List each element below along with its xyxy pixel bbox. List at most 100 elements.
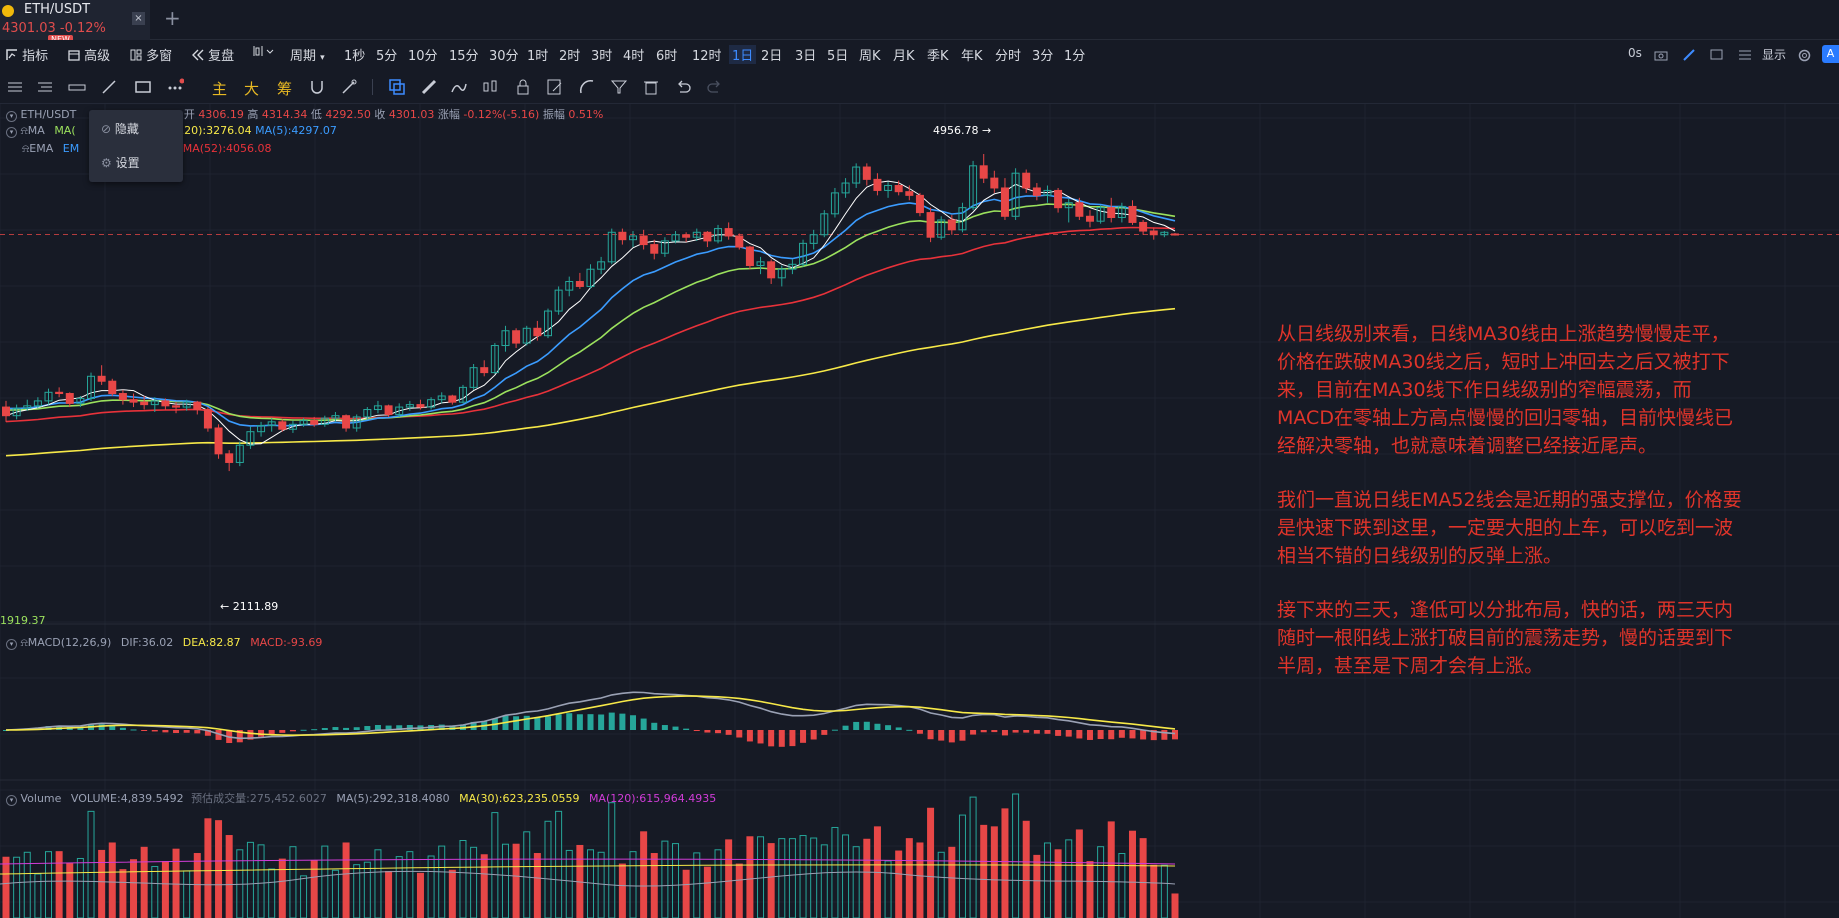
macd-bar — [948, 730, 955, 743]
collapse-icon[interactable]: ▾ — [6, 127, 17, 138]
macd-bar — [1150, 730, 1157, 741]
interval-14[interactable]: 5日 — [827, 49, 849, 64]
interval-11[interactable]: 1日 — [729, 45, 757, 64]
bell-icon[interactable]: ⍾ — [22, 142, 30, 155]
collapse-icon[interactable]: ▾ — [6, 795, 17, 806]
interval-15[interactable]: 周K — [859, 49, 881, 64]
display-button[interactable]: 显示 — [1762, 48, 1787, 62]
interval-3[interactable]: 15分 — [449, 49, 479, 64]
gear-icon[interactable] — [1798, 49, 1811, 62]
trash-icon[interactable] — [642, 78, 660, 96]
draw-pen-icon[interactable] — [450, 78, 468, 96]
macd-bar — [438, 724, 445, 730]
camera-icon[interactable] — [1654, 49, 1668, 61]
advanced-button[interactable]: 高级 — [68, 45, 110, 64]
period-dropdown[interactable]: 周期 ▾ — [290, 49, 325, 64]
macd-bar — [343, 727, 350, 730]
interval-4[interactable]: 30分 — [489, 49, 519, 64]
volume-bar — [703, 866, 711, 918]
candle-body — [363, 409, 372, 418]
interval-21[interactable]: 1分 — [1064, 49, 1086, 64]
ruler-icon[interactable] — [68, 78, 86, 96]
indicators-button[interactable]: 指标 — [6, 45, 48, 64]
magnet-icon[interactable] — [308, 78, 326, 96]
interval-16[interactable]: 月K — [893, 49, 915, 64]
candle-body — [140, 401, 149, 406]
candle-body — [161, 400, 170, 407]
brush-icon[interactable] — [340, 78, 358, 96]
symbol-tab[interactable]: ETH/USDT 4301.03 -0.12% NEW × — [0, 0, 150, 44]
chart-type-button[interactable] — [252, 45, 274, 60]
trendline-icon[interactable] — [100, 78, 118, 96]
settings-menu-item[interactable]: ⚙ 设置 — [101, 156, 140, 170]
chip-indicator-button[interactable]: 筹 — [277, 80, 293, 98]
candle-body — [1107, 207, 1116, 219]
undo-icon[interactable] — [674, 78, 692, 96]
bar-pattern-icon[interactable] — [482, 78, 500, 96]
window-icon[interactable] — [1710, 49, 1724, 61]
interval-13[interactable]: 3日 — [795, 49, 817, 64]
interval-18[interactable]: 年K — [961, 49, 983, 64]
collapse-icon[interactable]: ▾ — [6, 639, 17, 650]
interval-9[interactable]: 6时 — [656, 49, 678, 64]
bell-icon[interactable]: ⍾ — [20, 124, 28, 137]
list-icon[interactable] — [1738, 49, 1752, 61]
interval-10[interactable]: 12时 — [692, 49, 722, 64]
macd-bar — [693, 730, 700, 731]
interval-1[interactable]: 5分 — [376, 49, 398, 64]
redo-icon[interactable] — [706, 78, 724, 96]
rectangle-icon[interactable] — [134, 78, 152, 96]
big-indicator-button[interactable]: 大 — [244, 80, 260, 98]
interval-2[interactable]: 10分 — [408, 49, 438, 64]
measure-icon[interactable] — [420, 78, 438, 96]
candle-body — [1075, 202, 1084, 217]
candle-body — [490, 345, 499, 374]
add-tab-icon[interactable]: + — [164, 6, 181, 30]
macd-bar — [406, 725, 413, 730]
analysis-commentary: 从日线级别来看，日线MA30线由上涨趋势慢慢走平，价格在跌破MA30线之后，短时… — [1277, 320, 1747, 706]
copy-icon[interactable] — [388, 78, 406, 96]
multi-window-button[interactable]: 多窗 — [130, 45, 172, 64]
candlestick-chart[interactable] — [0, 104, 1839, 918]
horizontal-lines-icon[interactable] — [36, 78, 54, 96]
candle-body — [724, 228, 733, 237]
lock-icon[interactable] — [514, 78, 532, 96]
candle-body — [841, 182, 850, 194]
chart-area[interactable]: ▾ ETH/USDT 开 4306.19 高 4314.34 低 4292.50… — [0, 104, 1839, 918]
macd-bar — [194, 730, 201, 734]
interval-19[interactable]: 分时 — [995, 49, 1022, 64]
close-icon[interactable]: × — [132, 12, 145, 25]
candle-body — [278, 421, 287, 430]
ma120-line — [5, 307, 1176, 457]
main-indicator-button[interactable]: 主 — [212, 80, 228, 98]
macd-bar — [587, 714, 594, 730]
account-badge[interactable]: A — [1822, 45, 1839, 63]
macd-bar — [1118, 730, 1125, 738]
interval-5[interactable]: 1时 — [527, 49, 549, 64]
volume-bar — [459, 840, 467, 918]
macd-bar — [1076, 730, 1083, 739]
volume-bar — [45, 851, 53, 918]
replay-button[interactable]: 复盘 — [192, 45, 234, 64]
interval-6[interactable]: 2时 — [559, 49, 581, 64]
pencil-icon[interactable] — [1682, 49, 1696, 61]
interval-0[interactable]: 1秒 — [344, 49, 366, 64]
interval-17[interactable]: 季K — [927, 49, 949, 64]
interval-7[interactable]: 3时 — [591, 49, 613, 64]
bell-icon[interactable]: ⍾ — [20, 636, 28, 649]
hide-menu-item[interactable]: ⊘ 隐藏 — [101, 122, 139, 136]
interval-8[interactable]: 4时 — [623, 49, 645, 64]
interval-20[interactable]: 3分 — [1032, 49, 1054, 64]
collapse-icon[interactable]: ▾ — [6, 111, 17, 122]
macd-bar — [789, 730, 796, 747]
filter-icon[interactable] — [610, 78, 628, 96]
interval-12[interactable]: 2日 — [761, 49, 783, 64]
edit-note-icon[interactable] — [546, 78, 564, 96]
volume-bar — [725, 839, 733, 918]
macd-bar — [640, 718, 647, 730]
volume-bar — [76, 857, 84, 918]
more-icon[interactable] — [166, 78, 184, 96]
candle-body — [97, 375, 106, 382]
lines-icon[interactable] — [6, 78, 24, 96]
curve-icon[interactable] — [578, 78, 596, 96]
